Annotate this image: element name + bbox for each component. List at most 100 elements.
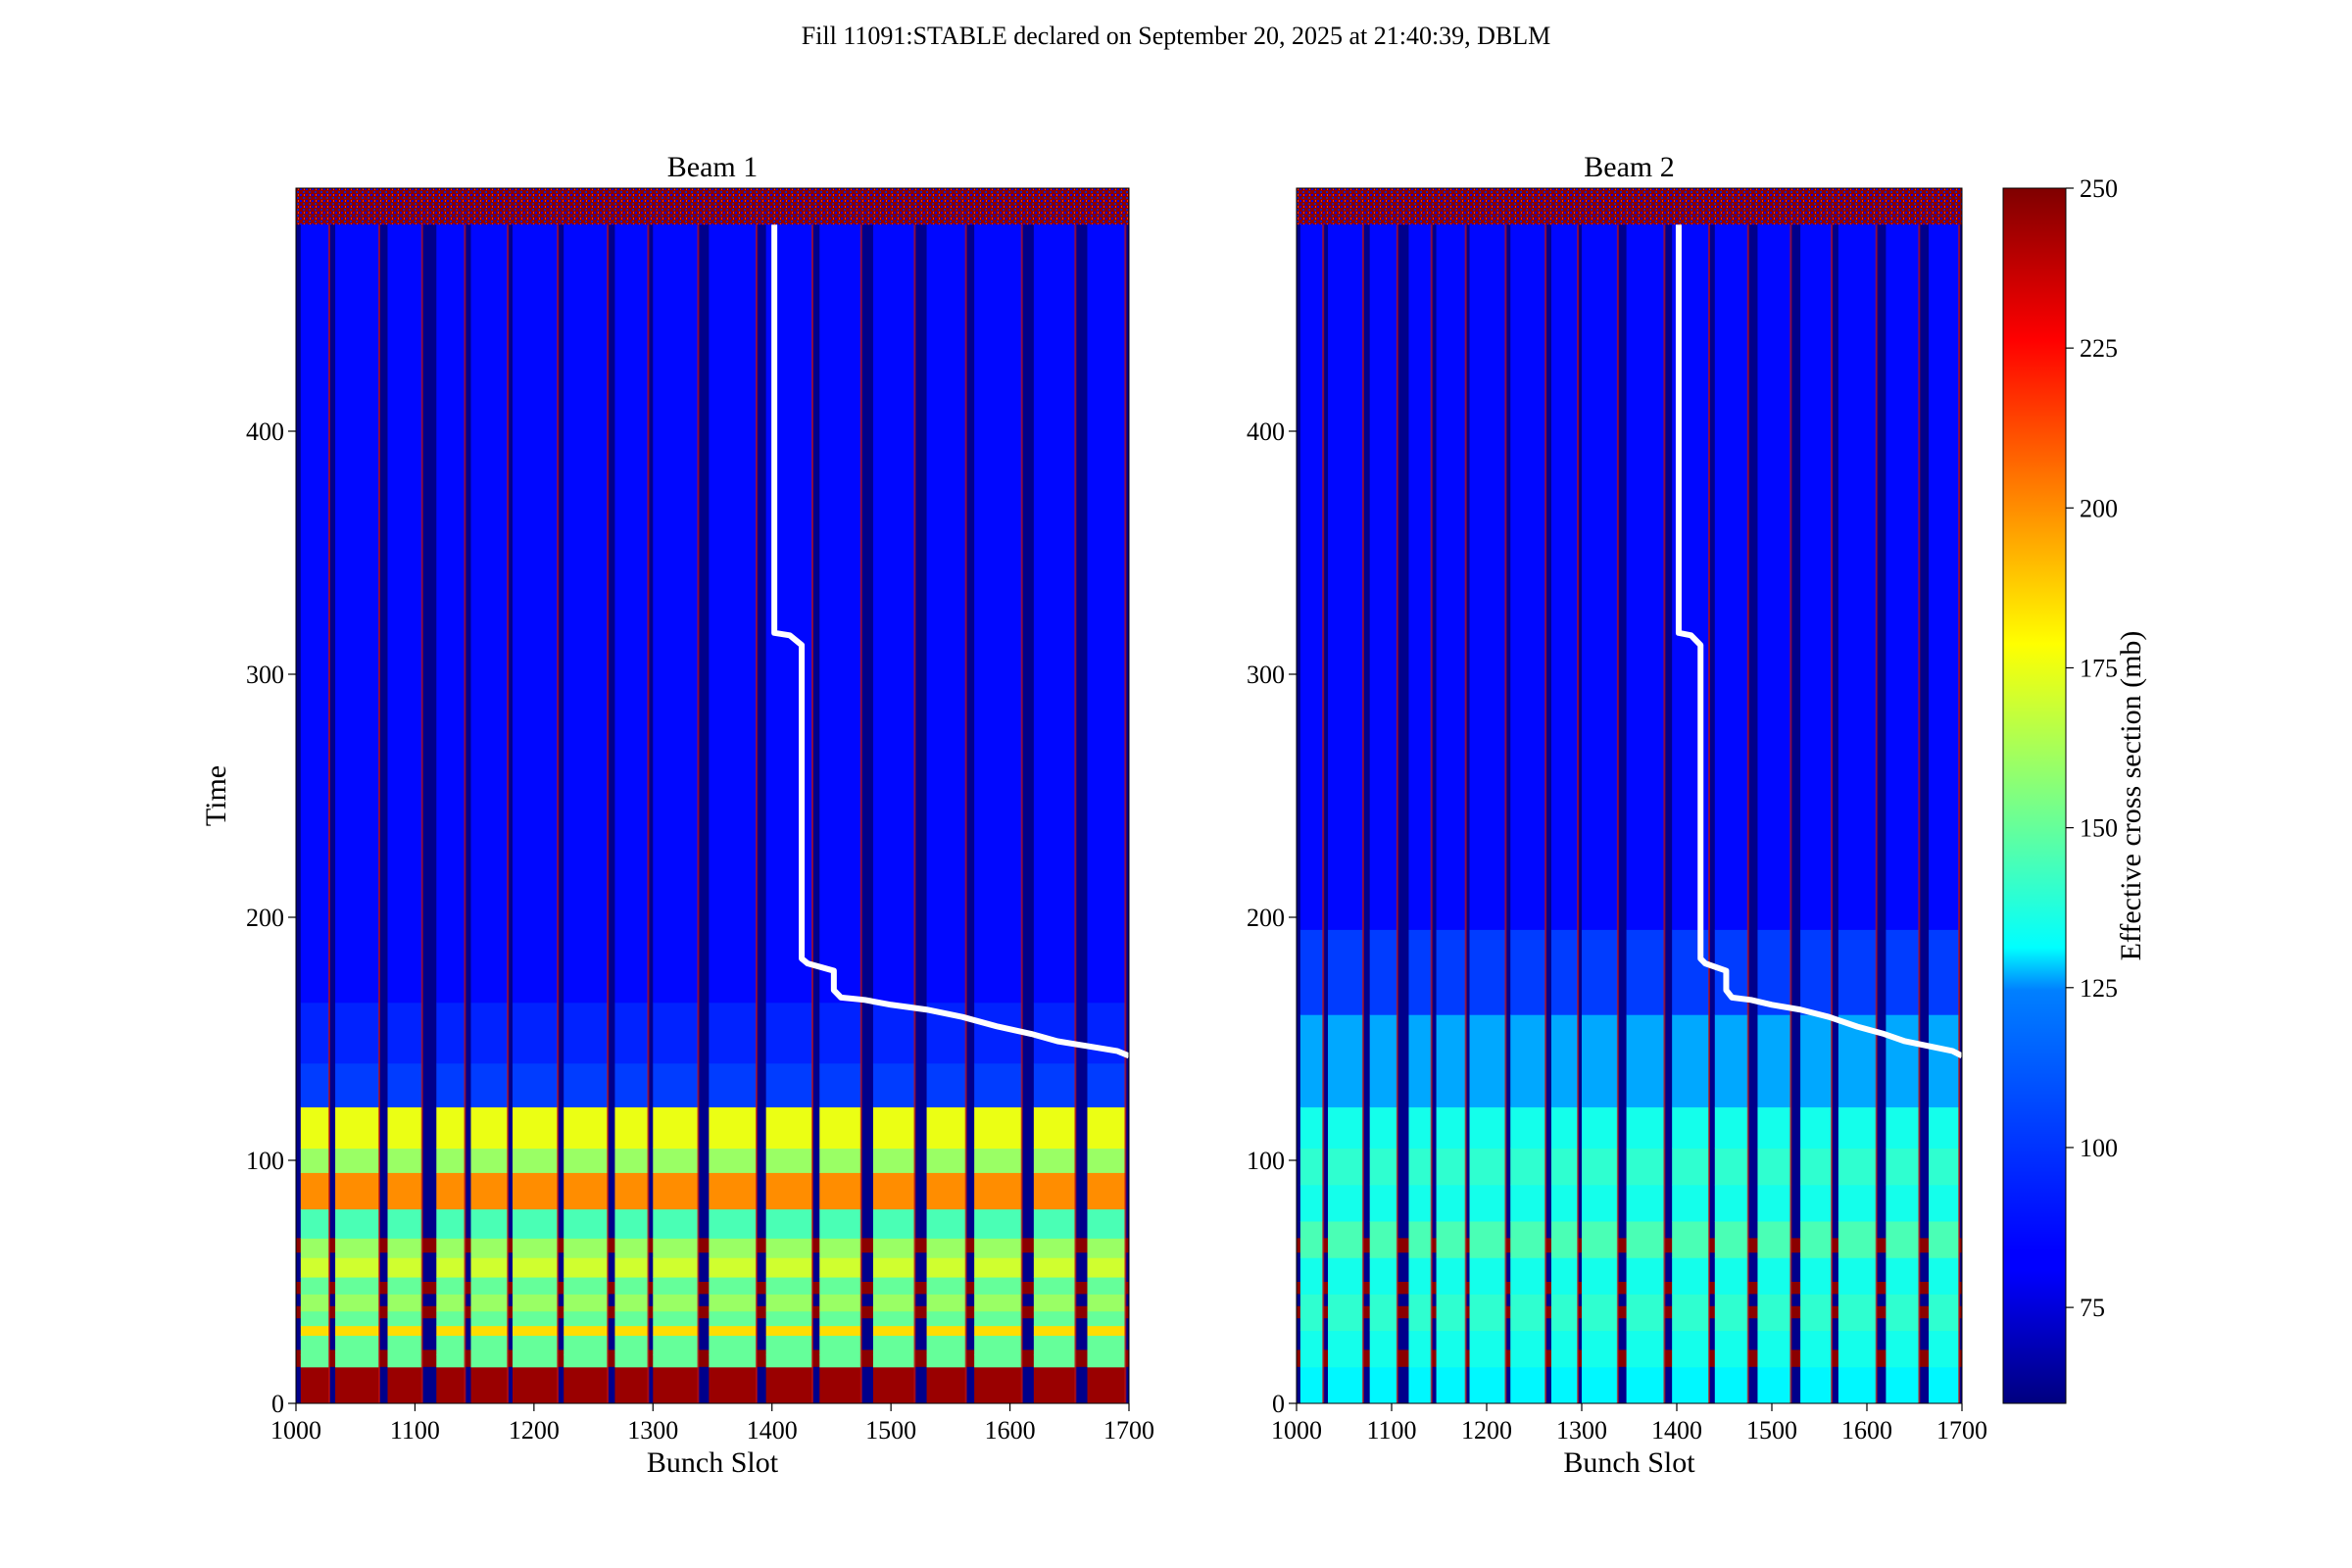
heatmap-cell <box>872 1002 915 1064</box>
heatmap-cell <box>300 1257 329 1278</box>
heatmap-cell <box>872 1277 915 1295</box>
heatmap-cell <box>872 1325 915 1337</box>
heatmap-cell <box>1469 1366 1506 1404</box>
heatmap-cell <box>1033 1310 1076 1327</box>
heatmap-cell <box>1582 929 1618 1015</box>
heatmap-cell <box>387 1172 422 1210</box>
train-edge <box>1707 224 1710 1404</box>
heatmap-cell <box>926 1325 966 1337</box>
heatmap-cell <box>513 1238 559 1258</box>
heatmap-cell <box>926 1106 966 1150</box>
heatmap-cell <box>1714 1294 1748 1332</box>
heatmap-cell <box>436 1062 466 1107</box>
heatmap-cell <box>513 1208 559 1239</box>
heatmap-cell <box>614 1172 649 1210</box>
heatmap-cell <box>1436 1221 1466 1258</box>
heatmap-cell <box>1672 1366 1709 1404</box>
heatmap-cell <box>1408 1148 1432 1186</box>
heatmap-cell <box>1436 1330 1466 1368</box>
heatmap-cell <box>1672 1014 1709 1107</box>
train-edge <box>1663 224 1666 1404</box>
figure-title: Fill 11091:STABLE declared on September … <box>801 22 1551 50</box>
heatmap-cell <box>564 1354 609 1368</box>
heatmap-cell <box>436 1294 466 1312</box>
heatmap-cell <box>1033 1325 1076 1337</box>
heatmap-cell <box>387 1354 422 1368</box>
heatmap-noise-strip <box>1297 188 1962 225</box>
heatmap-cell <box>513 1335 559 1355</box>
heatmap-cell <box>1714 224 1748 930</box>
train-edge <box>1020 224 1023 1404</box>
colorbar-tick-label: 100 <box>2080 1134 2118 1162</box>
heatmap-cell <box>300 1310 329 1327</box>
heatmap-cell <box>1436 1366 1466 1404</box>
heatmap-cell <box>614 1002 649 1064</box>
heatmap-cell <box>1408 1330 1432 1368</box>
y-tick-label: 100 <box>1247 1147 1285 1175</box>
heatmap-cell <box>1838 1148 1877 1186</box>
heatmap-cell <box>1929 1014 1960 1107</box>
heatmap-cell <box>1550 1014 1579 1107</box>
heatmap-cell <box>653 1238 699 1258</box>
heatmap-cell <box>1087 1335 1126 1355</box>
heatmap-cell <box>1033 1106 1076 1150</box>
heatmap-cell <box>1582 1294 1618 1332</box>
heatmap-cell <box>1087 224 1126 1004</box>
heatmap-cell <box>436 1366 466 1404</box>
heatmap-cell <box>1626 1366 1665 1404</box>
heatmap-cell <box>1714 1148 1748 1186</box>
train-edge <box>1074 224 1077 1404</box>
heatmap-cell <box>1510 1294 1546 1332</box>
colorbar: 75 100 125 150 175 200 225 250 Effective cross … <box>2002 174 2147 1404</box>
heatmap-cell <box>1929 1330 1960 1368</box>
heatmap-cell <box>1299 1330 1324 1368</box>
heatmap-cell <box>1033 1002 1076 1064</box>
heatmap-cell <box>300 1335 329 1355</box>
heatmap-cell <box>335 1062 379 1107</box>
heatmap-cell <box>335 1335 379 1355</box>
heatmap-cell <box>1714 1330 1748 1368</box>
heatmap-cell <box>1469 1330 1506 1368</box>
heatmap-cell <box>1087 1354 1126 1368</box>
heatmap-cell <box>614 1310 649 1327</box>
heatmap-cell <box>1838 1366 1877 1404</box>
heatmap-cell <box>1436 1014 1466 1107</box>
heatmap-cell <box>709 1172 757 1210</box>
x-tick-label: 1200 <box>509 1416 560 1445</box>
heatmap-cell <box>335 1354 379 1368</box>
heatmap-cell <box>926 1172 966 1210</box>
y-tick-label: 400 <box>1247 417 1285 446</box>
heatmap-cell <box>1929 224 1960 930</box>
heatmap-cell <box>300 1277 329 1295</box>
train-edge <box>464 224 466 1404</box>
heatmap-cell <box>335 1238 379 1258</box>
heatmap-cell <box>1714 1106 1748 1150</box>
heatmap-cell <box>709 1208 757 1239</box>
x-tick-label: 1600 <box>1841 1416 1892 1445</box>
heatmap-cell <box>1369 1294 1397 1332</box>
train-edge <box>328 224 330 1404</box>
train-edge <box>913 224 916 1404</box>
heatmap-cell <box>1886 1148 1920 1186</box>
heatmap-cell <box>1626 1294 1665 1332</box>
heatmap-cell <box>974 1366 1022 1404</box>
heatmap-cell <box>1087 1277 1126 1295</box>
heatmap-cell <box>513 1277 559 1295</box>
heatmap-cell <box>1033 1148 1076 1173</box>
x-tick-label: 1400 <box>1651 1416 1702 1445</box>
heatmap-cell <box>436 1257 466 1278</box>
heatmap-cell <box>470 1366 509 1404</box>
heatmap-cell <box>1369 929 1397 1015</box>
heatmap-cell <box>1033 1335 1076 1355</box>
heatmap-cell <box>1929 1294 1960 1332</box>
heatmap-cell <box>564 1106 609 1150</box>
heatmap-cell <box>300 224 329 1004</box>
heatmap-cell <box>1369 1014 1397 1107</box>
heatmap-cell <box>436 1277 466 1295</box>
heatmap-cell <box>1033 224 1076 1004</box>
heatmap-cell <box>1672 1221 1709 1258</box>
heatmap-cell <box>1757 1257 1791 1295</box>
heatmap-cell <box>387 1062 422 1107</box>
heatmap-cell <box>1436 1148 1466 1186</box>
heatmap-cell <box>470 1148 509 1173</box>
